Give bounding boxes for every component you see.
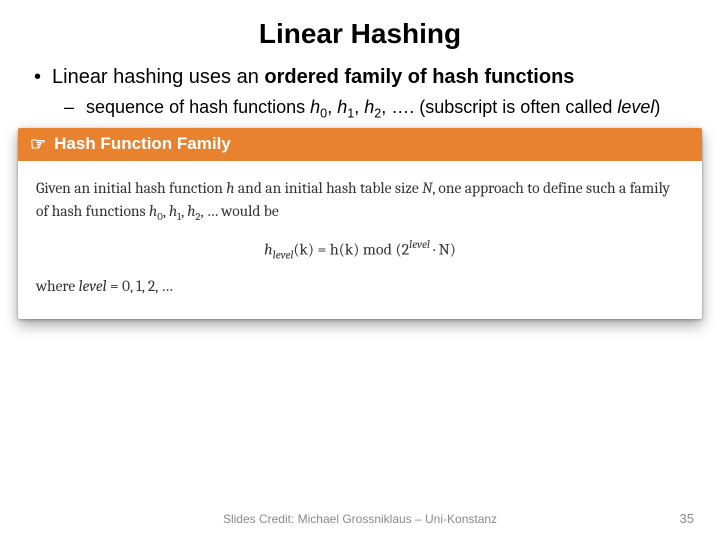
page-number: 35 [680,511,694,526]
callout-box: ☞ Hash Function Family Given an initial … [18,128,702,319]
subbullet-text: sequence of hash functions h0, h1, h2, …… [86,96,686,122]
where-pre: where [36,277,79,295]
intro-N: N [422,179,432,197]
intro-pre: Given an initial hash function [36,179,226,197]
callout-title: Hash Function Family [54,134,231,154]
sub-pre: sequence of hash functions [86,97,310,117]
sub-h2: h [364,97,374,117]
sub-h0: h [310,97,320,117]
intro-tail: , … would be [201,202,279,220]
f-rhs: · N) [430,240,456,258]
sub-s1: 1 [347,107,354,121]
callout-where: where level = 0, 1, 2, … [36,275,684,298]
callout-formula: hlevel(k) = h(k) mod (2level · N) [36,236,684,264]
sub-close: ) [654,97,660,117]
sub-s0: 0 [320,107,327,121]
sub-h1: h [337,97,347,117]
f-level-sub: level [273,248,294,261]
intro-s1: 1 [177,210,181,223]
f-exp: level [409,238,430,251]
subbullet-marker: – [64,96,86,119]
where-level: level [79,277,107,295]
where-post: = 0, 1, 2, … [107,277,173,295]
bullet-marker: • [34,64,52,90]
sub-tail: , …. (subscript is often called [381,97,617,117]
footer-credit: Slides Credit: Michael Grossniklaus – Un… [0,512,720,526]
f-mid: (k) = h(k) mod (2 [293,240,409,258]
callout-body: Given an initial hash function h and an … [18,161,702,319]
slide-title: Linear Hashing [0,0,720,64]
f-h: h [264,240,272,258]
intro-s0: 0 [157,210,163,223]
sub-level: level [617,97,654,117]
callout-header: ☞ Hash Function Family [18,128,702,161]
intro-h0: h [149,202,157,220]
intro-mid: and an initial hash table size [234,179,422,197]
intro-h1: h [169,202,177,220]
callout-intro: Given an initial hash function h and an … [36,177,684,226]
subbullet-1: – sequence of hash functions h0, h1, h2,… [64,96,686,122]
hand-icon: ☞ [30,134,46,155]
slide-body: • Linear hashing uses an ordered family … [0,64,720,122]
bullet-bold: ordered family of hash functions [264,66,574,88]
slide: Linear Hashing • Linear hashing uses an … [0,0,720,540]
bullet-text: Linear hashing uses an ordered family of… [52,64,686,90]
bullet-1: • Linear hashing uses an ordered family … [34,64,686,90]
bullet-lead: Linear hashing uses an [52,66,264,88]
